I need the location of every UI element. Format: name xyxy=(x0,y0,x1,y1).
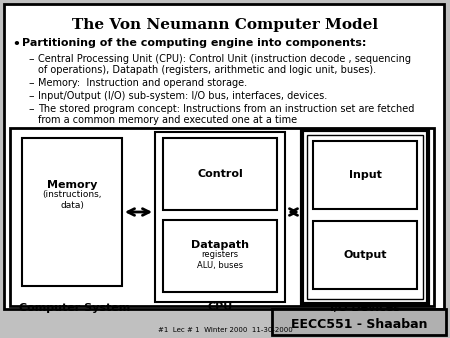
Bar xyxy=(10,128,434,306)
Bar xyxy=(272,309,446,335)
Text: #1  Lec # 1  Winter 2000  11-30-2000: #1 Lec # 1 Winter 2000 11-30-2000 xyxy=(158,327,292,333)
Text: Central Processing Unit (CPU): Control Unit (instruction decode , sequencing: Central Processing Unit (CPU): Control U… xyxy=(38,54,411,64)
Bar xyxy=(313,141,417,209)
Text: Computer System: Computer System xyxy=(19,303,130,313)
Bar xyxy=(307,135,423,299)
Bar xyxy=(302,130,428,304)
Text: from a common memory and executed one at a time: from a common memory and executed one at… xyxy=(38,115,297,125)
Bar xyxy=(155,132,285,302)
Bar xyxy=(313,221,417,289)
Bar xyxy=(163,138,277,210)
Text: Partitioning of the computing engine into components:: Partitioning of the computing engine int… xyxy=(22,38,366,48)
Text: –: – xyxy=(28,78,34,88)
Text: of operations), Datapath (registers, arithmetic and logic unit, buses).: of operations), Datapath (registers, ari… xyxy=(38,65,376,75)
Text: The Von Neumann Computer Model: The Von Neumann Computer Model xyxy=(72,18,378,32)
Text: •: • xyxy=(12,38,20,51)
Bar xyxy=(22,138,122,286)
Text: Datapath: Datapath xyxy=(191,240,249,250)
Text: –: – xyxy=(28,91,34,101)
Bar xyxy=(163,220,277,292)
Text: Output: Output xyxy=(343,250,387,260)
Text: CPU: CPU xyxy=(207,302,233,312)
Text: Input/Output (I/O) sub-system: I/O bus, interfaces, devices.: Input/Output (I/O) sub-system: I/O bus, … xyxy=(38,91,327,101)
Text: Input: Input xyxy=(349,170,382,180)
Text: –: – xyxy=(28,104,34,114)
Text: (instructions,
data): (instructions, data) xyxy=(42,190,102,210)
Text: –: – xyxy=(28,54,34,64)
Text: EECC551 - Shaaban: EECC551 - Shaaban xyxy=(291,318,427,332)
Text: The stored program concept: Instructions from an instruction set are fetched: The stored program concept: Instructions… xyxy=(38,104,414,114)
Text: I/O Devices: I/O Devices xyxy=(330,303,400,313)
Text: Control: Control xyxy=(197,169,243,179)
Text: registers
ALU, buses: registers ALU, buses xyxy=(197,250,243,270)
Text: Memory: Memory xyxy=(47,180,97,190)
Text: Memory:  Instruction and operand storage.: Memory: Instruction and operand storage. xyxy=(38,78,247,88)
